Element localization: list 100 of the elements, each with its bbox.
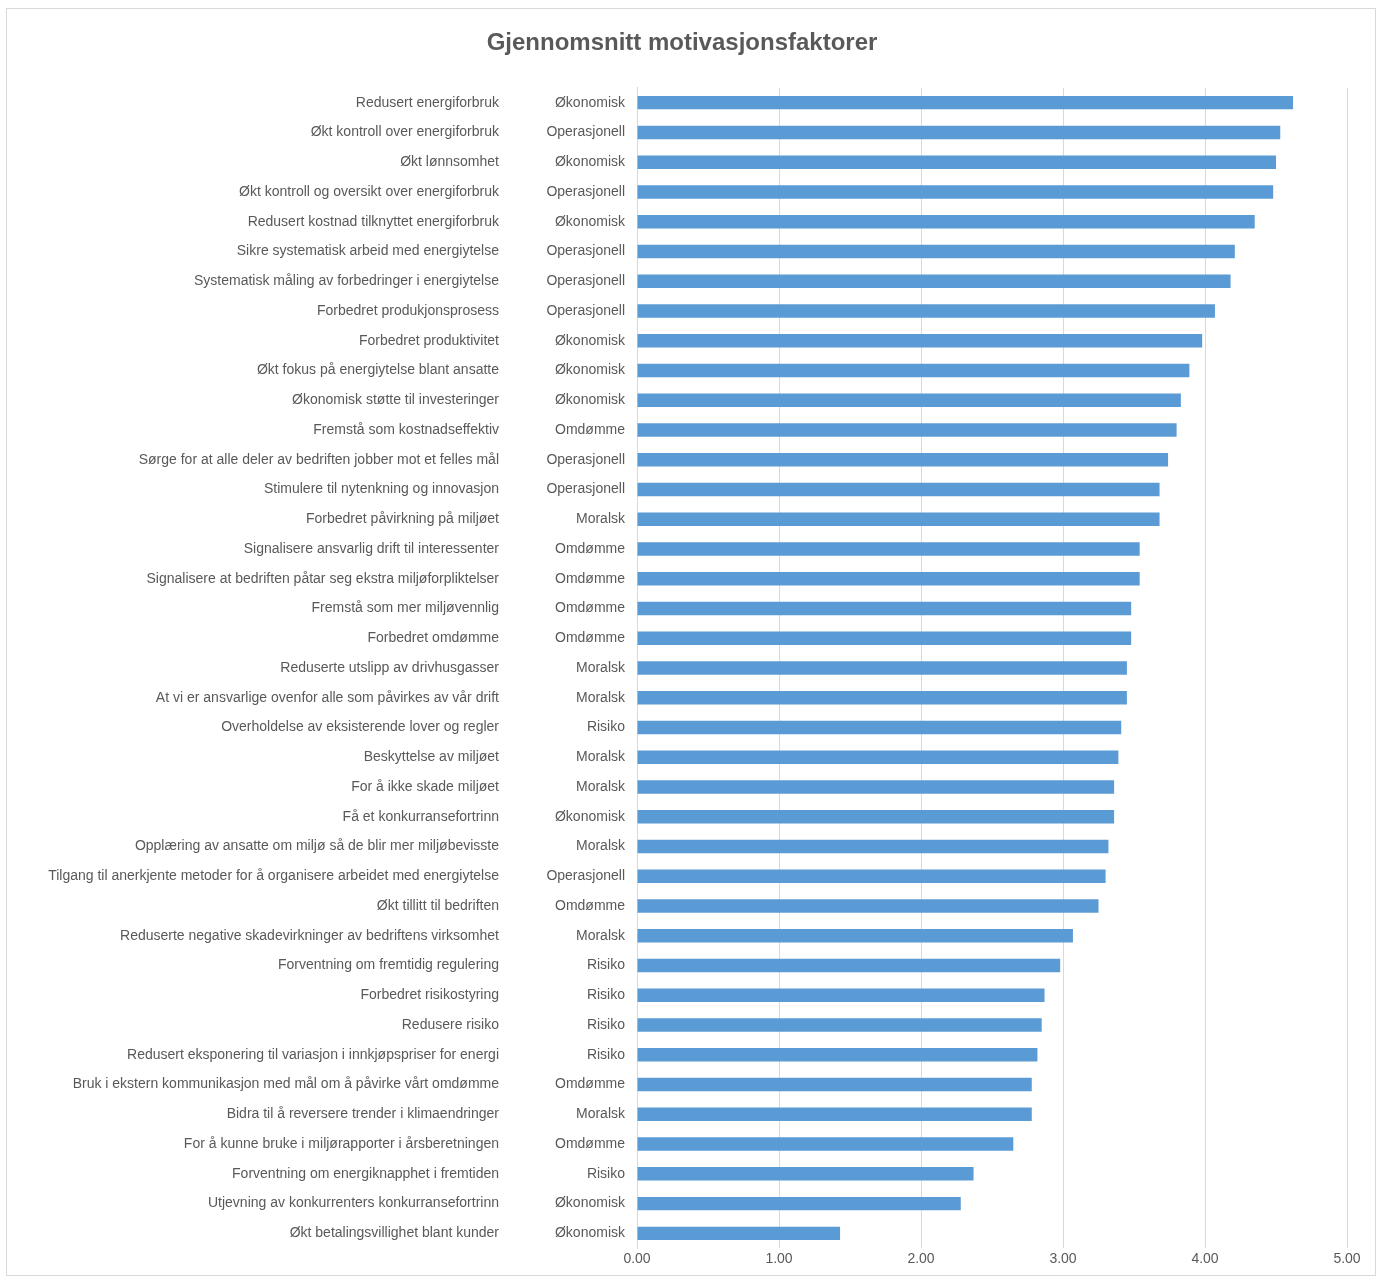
y2-tick-label: Omdømme — [555, 599, 626, 616]
y-tick-label: Få et konkurransefortrinn — [342, 807, 499, 824]
y2-tick-label: Operasjonell — [546, 123, 625, 140]
y2-tick-label: Operasjonell — [546, 867, 625, 884]
bar — [637, 1018, 1042, 1032]
y-tick-label: Forventning om fremtidig regulering — [278, 956, 499, 973]
y-tick-label: Systematisk måling av forbedringer i energiytelse — [193, 272, 500, 289]
y2-tick-label: Moralsk — [575, 1105, 626, 1122]
bar — [637, 661, 1127, 675]
bar — [637, 482, 1160, 497]
bar — [637, 810, 1115, 824]
y-tick-label: Økt betalingsvillighet blant kunder — [289, 1224, 500, 1241]
y-tick-label: Økt lønnsomhet — [400, 153, 500, 170]
bar — [637, 453, 1169, 467]
y-tick-label: For å ikke skade miljøet — [351, 777, 500, 794]
bar — [637, 601, 1132, 616]
y-tick-label: Forbedret risikostyring — [360, 986, 499, 1003]
bar — [637, 631, 1132, 645]
bar — [637, 1167, 974, 1181]
chart-title: Gjennomsnitt motivasjonsfaktorer — [486, 28, 878, 56]
y-tick-label: Signalisere ansvarlig drift til interessenter — [243, 539, 500, 556]
bar — [637, 363, 1190, 378]
y-tick-label: Bruk i ekstern kommunikasjon med mål om å påvirke vårt omdømme — [72, 1075, 500, 1092]
bar — [637, 1137, 1014, 1151]
y2-tick-label: Moralsk — [575, 688, 626, 705]
y2-tick-label: Risiko — [586, 956, 626, 973]
bar — [637, 304, 1215, 318]
bar — [637, 988, 1045, 1002]
bar — [637, 125, 1281, 140]
y-tick-label: Forbedret produkjonsprosess — [316, 301, 499, 318]
bar — [637, 958, 1061, 973]
y2-tick-label: Økonomisk — [554, 1224, 626, 1241]
bar — [637, 215, 1255, 229]
bar — [637, 423, 1177, 437]
bar — [637, 572, 1140, 586]
y-tick-label: Redusert eksponering til variasjon i innkjøpspriser for energi — [127, 1045, 499, 1062]
y-tick-label: Forbedret påvirkning på miljøet — [306, 510, 500, 527]
y-tick-label: Redusert kostnad tilknyttet energiforbruk — [247, 212, 500, 229]
y2-tick-label: Økonomisk — [554, 361, 626, 378]
y-tick-label: Redusert energiforbruk — [355, 93, 500, 110]
bar — [637, 274, 1231, 288]
bar — [637, 929, 1073, 943]
bar — [637, 869, 1106, 883]
y2-tick-label: Økonomisk — [554, 331, 626, 348]
y-tick-label: Sikre systematisk arbeid med energiytelse — [236, 242, 500, 259]
bar — [637, 393, 1181, 407]
y2-tick-label: Operasjonell — [546, 301, 625, 318]
y-tick-label: Tilgang til anerkjente metoder for å organisere arbeidet med energiytelse — [48, 867, 500, 884]
y-tick-label: Utjevning av konkurrenters konkurransefortrinn — [207, 1194, 499, 1211]
y-tick-label: Opplæring av ansatte om miljø så de blir mer miljøbevisste — [134, 837, 500, 854]
y-tick-label: Beskyttelse av miljøet — [363, 748, 500, 765]
y2-tick-label: Operasjonell — [546, 272, 625, 289]
bar — [637, 95, 1294, 110]
y2-tick-label: Moralsk — [575, 926, 626, 943]
bar — [637, 1226, 841, 1241]
y2-tick-label: Omdømme — [555, 569, 626, 586]
bar — [637, 1196, 961, 1211]
y-tick-label: Forbedret produktivitet — [358, 331, 500, 348]
y2-tick-label: Omdømme — [555, 420, 626, 437]
y2-tick-label: Omdømme — [555, 629, 626, 646]
y2-tick-label: Økonomisk — [554, 93, 626, 110]
y2-tick-label: Omdømme — [555, 896, 626, 913]
y-tick-label: Bidra til å reversere trender i klimaendringer — [226, 1105, 500, 1122]
bar — [637, 899, 1099, 913]
y2-tick-label: Økonomisk — [554, 153, 626, 170]
bar — [637, 542, 1140, 556]
y2-tick-label: Omdømme — [555, 1134, 626, 1151]
y-tick-label: Stimulere til nytenkning og innovasjon — [263, 480, 499, 497]
bar — [637, 1048, 1038, 1062]
y2-tick-label: Økonomisk — [554, 212, 626, 229]
x-tick-label: 2.00 — [907, 1250, 935, 1267]
bar — [637, 720, 1122, 735]
y2-tick-label: Risiko — [586, 1045, 626, 1062]
bar — [637, 1077, 1032, 1092]
y-tick-label: Reduserte utslipp av drivhusgasser — [280, 658, 500, 675]
y2-tick-label: Moralsk — [575, 748, 626, 765]
x-tick-label: 4.00 — [1191, 1250, 1219, 1267]
x-tick-label: 0.00 — [623, 1250, 651, 1267]
y-tick-label: Økt kontroll over energiforbruk — [310, 123, 500, 140]
bar — [637, 244, 1235, 259]
y2-tick-label: Risiko — [586, 718, 626, 735]
y-tick-label: Fremstå som mer miljøvennlig — [311, 599, 499, 616]
bar — [637, 155, 1276, 169]
y-tick-label: Reduserte negative skadevirkninger av bedriftens virksomhet — [120, 926, 500, 943]
bar — [637, 691, 1127, 705]
y2-tick-label: Risiko — [586, 1164, 626, 1181]
y-tick-label: Økt fokus på energiytelse blant ansatte — [256, 361, 500, 378]
y-tick-label: Fremstå som kostnadseffektiv — [313, 420, 499, 437]
y2-tick-label: Operasjonell — [546, 480, 625, 497]
y2-tick-label: Økonomisk — [554, 807, 626, 824]
y2-tick-label: Risiko — [586, 1015, 626, 1032]
y-tick-label: Forventning om energiknapphet i fremtiden — [232, 1164, 499, 1181]
x-tick-label: 1.00 — [765, 1250, 793, 1267]
bar — [637, 839, 1109, 854]
bar — [637, 1107, 1032, 1121]
y-tick-label: Signalisere at bedriften påtar seg ekstra miljøforpliktelser — [146, 569, 500, 586]
y-tick-label: Økt kontroll og oversikt over energiforbruk — [239, 182, 500, 199]
y-tick-label: At vi er ansvarlige ovenfor alle som påvirkes av vår drift — [155, 688, 500, 705]
y-tick-label: Økt tillitt til bedriften — [376, 896, 499, 913]
bar — [637, 750, 1119, 764]
